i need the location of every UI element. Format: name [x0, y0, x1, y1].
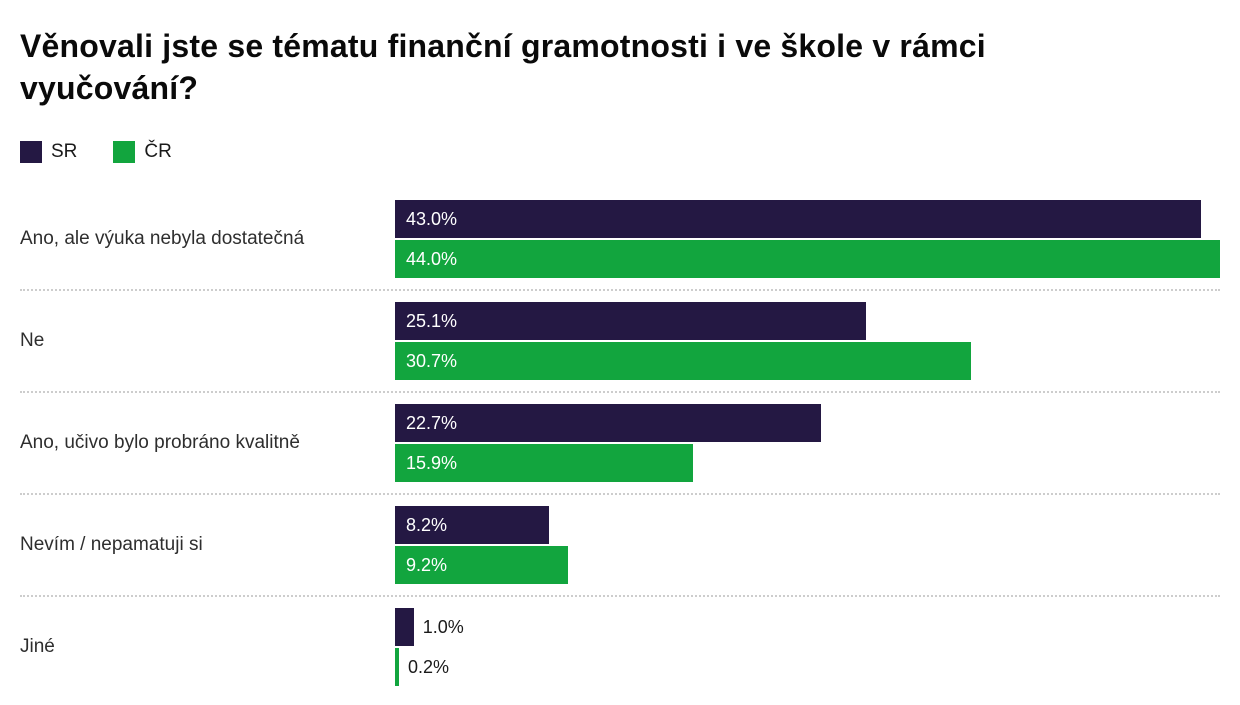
bar-sr: 25.1%: [395, 302, 866, 341]
bar-sr: [395, 608, 414, 647]
value-label: 44.0%: [406, 248, 458, 269]
bar-line: 25.1%: [395, 302, 1220, 341]
bar-cr: 44.0%: [395, 240, 1220, 279]
bar-line: 43.0%: [395, 200, 1220, 239]
value-label: 8.2%: [406, 514, 448, 535]
bar-group: 43.0% 44.0%: [395, 200, 1220, 279]
bar-cr: [395, 648, 399, 687]
chart-row: Ano, ale výuka nebyla dostatečná 43.0% 44.…: [20, 189, 1220, 289]
category-label: Jiné: [20, 636, 55, 658]
legend-label: ČR: [144, 141, 172, 163]
category-label: Ano, učivo bylo probráno kvalitně: [20, 432, 300, 454]
bar-line: 0.2%: [395, 648, 1220, 687]
bar-group: 25.1% 30.7%: [395, 302, 1220, 381]
bar-line: 1.0%: [395, 608, 1220, 647]
legend-item-cr: ČR: [113, 141, 172, 164]
chart-rows: Ano, ale výuka nebyla dostatečná 43.0% 44.…: [20, 189, 1220, 697]
value-label: 1.0%: [422, 616, 464, 637]
chart-row: Ne 25.1% 30.7%: [20, 289, 1220, 391]
bar-sr: 22.7%: [395, 404, 821, 443]
chart-title: Věnovali jste se tématu finanční gramotn…: [20, 28, 986, 106]
bar-sr: 43.0%: [395, 200, 1202, 239]
bar-cr: 30.7%: [395, 342, 971, 381]
bar-cr: 15.9%: [395, 444, 694, 483]
legend-label: SR: [51, 141, 78, 163]
legend-item-sr: SR: [20, 141, 78, 164]
bar-group: 1.0% 0.2%: [395, 608, 1220, 687]
chart-row: Ano, učivo bylo probráno kvalitně 22.7% 15…: [20, 391, 1220, 493]
bar-sr: 8.2%: [395, 506, 549, 545]
category-label: Ne: [20, 330, 45, 352]
legend-swatch: [113, 141, 136, 164]
bar-line: 44.0%: [395, 240, 1220, 279]
value-label: 9.2%: [406, 554, 448, 575]
bar-line: 30.7%: [395, 342, 1220, 381]
value-label: 22.7%: [406, 412, 458, 433]
value-label: 15.9%: [406, 452, 458, 473]
value-label: 25.1%: [406, 310, 458, 331]
bar-line: 22.7%: [395, 404, 1220, 443]
chart-row: Nevím / nepamatuji si 8.2% 9.2%: [20, 493, 1220, 595]
chart-row: Jiné 1.0% 0.2%: [20, 595, 1220, 697]
value-label: 43.0%: [406, 208, 458, 229]
category-label: Nevím / nepamatuji si: [20, 534, 203, 556]
legend-swatch: [20, 141, 42, 164]
value-label: 0.2%: [408, 656, 450, 677]
bar-line: 9.2%: [395, 546, 1220, 585]
bar-group: 22.7% 15.9%: [395, 404, 1220, 483]
category-label: Ano, ale výuka nebyla dostatečná: [20, 228, 305, 250]
bar-cr: 9.2%: [395, 546, 568, 585]
bar-group: 8.2% 9.2%: [395, 506, 1220, 585]
chart-legend: SR ČR: [20, 141, 1220, 164]
bar-line: 8.2%: [395, 506, 1220, 545]
bar-line: 15.9%: [395, 444, 1220, 483]
value-label: 30.7%: [406, 350, 458, 371]
